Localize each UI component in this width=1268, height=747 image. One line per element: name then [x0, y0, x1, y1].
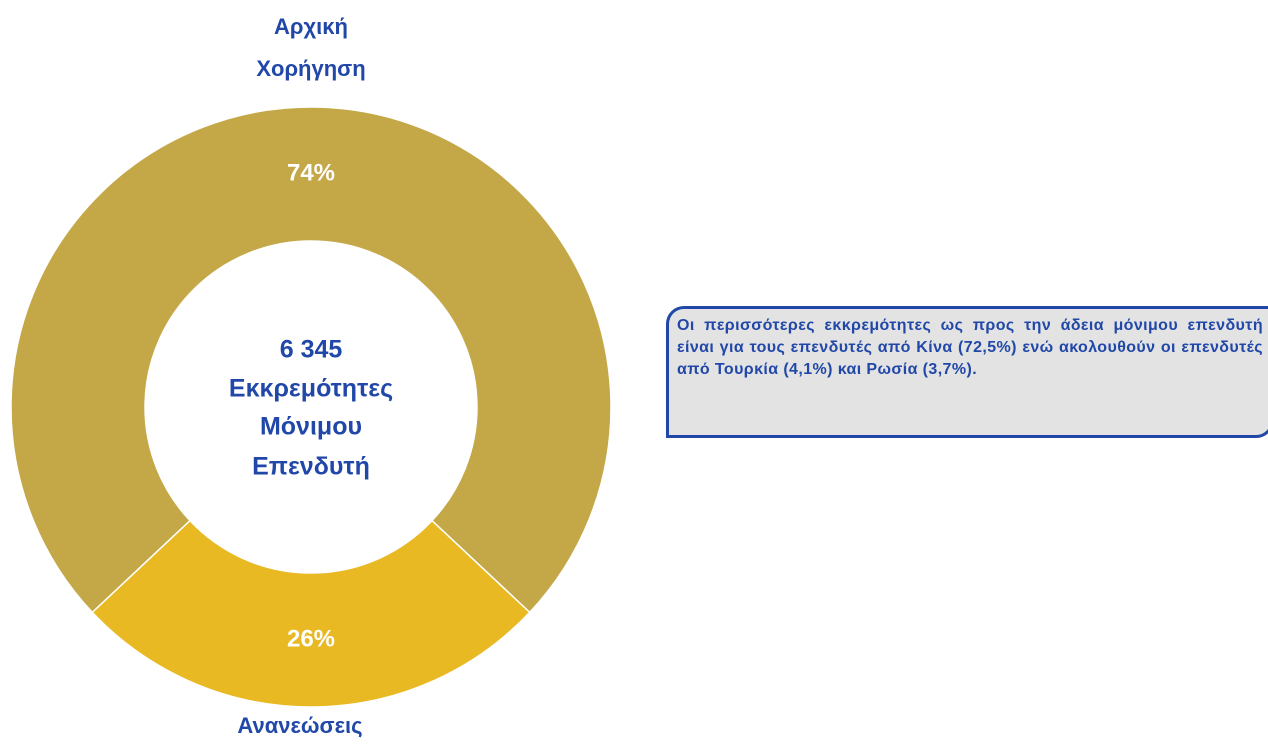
- donut-slice: [10, 106, 612, 614]
- slice-label: 74%: [287, 159, 335, 186]
- category-label: Αρχική Χορήγηση: [256, 14, 365, 81]
- donut-slice: [91, 519, 531, 708]
- center-label: Εκκρεμότητες: [229, 375, 393, 403]
- center-label: 6 345: [280, 336, 343, 364]
- category-label: Ανανεώσεις: [237, 713, 362, 738]
- center-label: Μόνιμου: [260, 413, 362, 441]
- category-label-line: Χορήγηση: [256, 56, 365, 81]
- center-label: Επενδυτή: [252, 453, 370, 481]
- slice-label: 26%: [287, 625, 335, 652]
- category-label-line: Αρχική: [274, 14, 348, 39]
- annotation-box: Οι περισσότερες εκκρεμότητες ως προς την…: [666, 306, 1268, 438]
- category-label-line: Ανανεώσεις: [237, 713, 362, 738]
